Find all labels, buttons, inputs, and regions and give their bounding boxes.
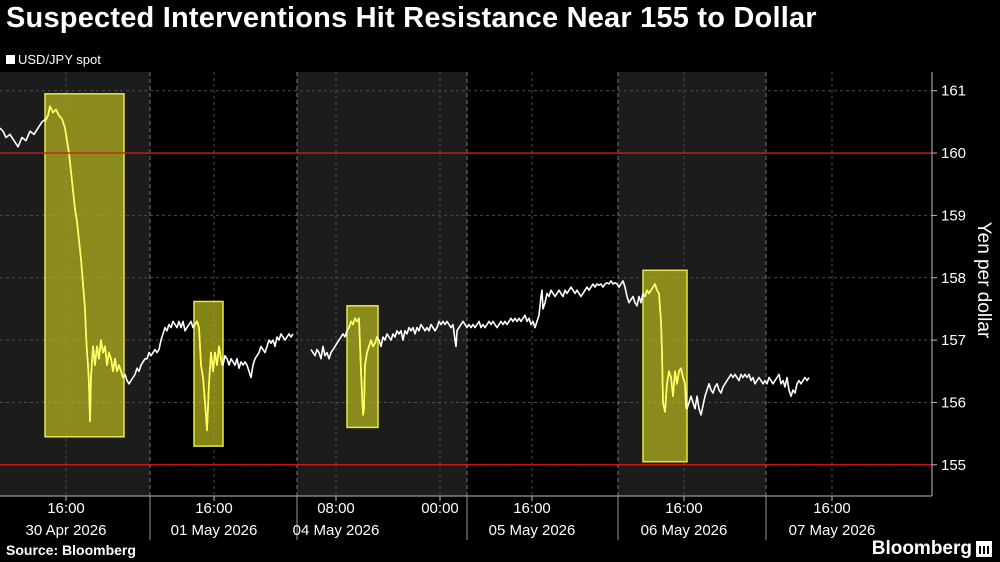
intervention-lines [44,105,687,432]
intervention-line [44,105,124,423]
x-tick-time-label: 00:00 [421,500,459,517]
x-tick-date-label: 30 Apr 2026 [26,522,107,539]
y-tick-label: 157 [941,332,966,349]
x-tick-time-label: 16:00 [47,500,85,517]
intervention-line [644,283,687,413]
y-tick-label: 158 [941,270,966,287]
intervention-line [194,320,223,432]
x-tick-date-label: 01 May 2026 [171,522,258,539]
x-tick-time-label: 08:00 [317,500,355,517]
legend: USD/JPY spot [6,52,101,67]
y-tick-label: 155 [941,457,966,474]
y-tick-label: 156 [941,394,966,411]
x-tick-date-label: 06 May 2026 [641,522,728,539]
x-tick-time-label: 16:00 [513,500,551,517]
session-shading [0,72,766,496]
x-tick-date-label: 07 May 2026 [789,522,876,539]
intervention-boxes [44,93,688,463]
session-shade [618,72,766,496]
intervention-box [346,305,379,429]
bloomberg-bars-icon [976,541,992,557]
x-tick-date-label: 05 May 2026 [489,522,576,539]
brand-logo: Bloomberg [872,538,992,560]
y-tick-label: 161 [941,83,966,100]
source-label: Source: Bloomberg [6,542,136,558]
legend-swatch [6,55,15,64]
axes: 155 156 157 158 159 160 161 Yen per dollar 16:00… [0,72,994,540]
intervention-box [642,269,688,463]
intervention-line [348,317,378,416]
legend-label: USD/JPY spot [18,52,101,67]
y-tick-label: 159 [941,207,966,224]
x-tick-time-label: 16:00 [665,500,703,517]
x-tick-time-label: 16:00 [195,500,233,517]
chart-title: Suspected Interventions Hit Resistance N… [6,2,817,34]
y-tick-label: 160 [941,145,966,162]
intervention-box [44,93,125,438]
session-shade [297,72,467,496]
x-tick-time-label: 16:00 [813,500,851,517]
brand-name: Bloomberg [871,538,972,559]
usdjpy-series-line [310,280,810,416]
y-axis-label: Yen per dollar [973,222,994,339]
reference-lines [0,152,932,466]
x-tick-date-label: 04 May 2026 [293,522,380,539]
